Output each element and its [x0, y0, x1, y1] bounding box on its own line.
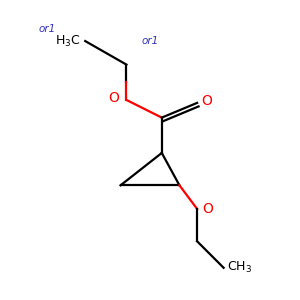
Text: or1: or1: [38, 24, 56, 34]
Text: O: O: [202, 94, 212, 108]
Text: H$_3$C: H$_3$C: [55, 34, 81, 49]
Text: CH$_3$: CH$_3$: [226, 260, 252, 275]
Text: or1: or1: [141, 36, 159, 46]
Text: O: O: [108, 92, 119, 106]
Text: O: O: [202, 202, 213, 216]
